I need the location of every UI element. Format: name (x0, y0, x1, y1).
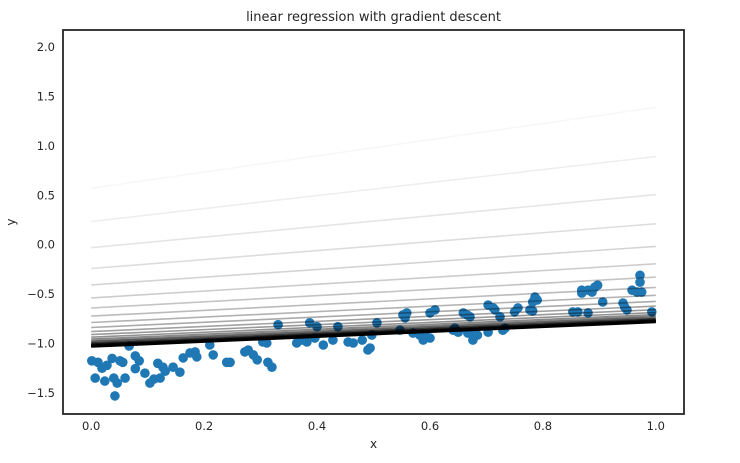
tick-labels-layer: 0.0 0.2 0.4 0.6 0.8 1.0 2.0 1.5 1.0 0.5 0.0 −0.5 −1.… (27, 40, 665, 433)
data-point (107, 353, 117, 364)
data-point (490, 305, 500, 315)
data-point (312, 321, 322, 332)
data-point (527, 306, 538, 316)
data-point (100, 376, 110, 386)
y-tick-label: −0.5 (27, 287, 55, 301)
gd-line-iteration-1 (91, 155, 656, 223)
plot-frame (62, 29, 685, 415)
data-point (252, 355, 262, 365)
data-point (112, 378, 122, 388)
gd-line-iteration-13 (91, 313, 656, 340)
data-point (636, 287, 647, 297)
gd-line-iteration-10 (91, 305, 656, 333)
data-point (302, 337, 312, 347)
y-tick-label: −1.0 (27, 337, 55, 351)
x-tick-label: 0.6 (421, 419, 439, 433)
gd-line-iteration-6 (91, 276, 656, 309)
data-point (304, 318, 315, 328)
data-point (348, 338, 359, 348)
data-point (532, 295, 542, 305)
data-point (110, 391, 120, 401)
data-point (635, 277, 645, 288)
data-point (425, 333, 435, 343)
data-point (597, 297, 608, 307)
data-point (365, 343, 375, 353)
data-point (318, 340, 329, 350)
data-point (592, 280, 603, 291)
x-tick-label: 0.2 (195, 419, 213, 433)
data-point (465, 312, 475, 322)
data-point (155, 373, 165, 383)
gd-line-iteration-9 (91, 300, 656, 329)
data-point (130, 363, 141, 374)
gd-line-iteration-0 (91, 107, 656, 188)
gd-line-iteration-29 (91, 320, 656, 348)
data-point (273, 319, 283, 330)
data-point (402, 308, 412, 318)
data-point (635, 270, 645, 281)
y-tick-label: 0.5 (37, 188, 55, 202)
data-point (622, 305, 632, 315)
gd-line-iteration-14 (91, 315, 656, 342)
gd-line-iteration-5 (91, 263, 656, 299)
gd-line-iteration-12 (91, 311, 656, 338)
y-tick-label: 0.0 (37, 238, 55, 252)
data-point (262, 338, 272, 348)
data-point (140, 368, 150, 379)
data-point (225, 357, 235, 368)
y-tick-label: 1.5 (37, 89, 55, 103)
x-axis-label: x (370, 437, 377, 451)
data-point (573, 307, 583, 317)
gd-line-iteration-2 (91, 193, 656, 249)
data-point (178, 353, 188, 363)
data-point (267, 362, 277, 373)
data-point (120, 373, 130, 383)
data-point (647, 307, 657, 317)
gd-line-iteration-15 (91, 316, 656, 343)
data-point (134, 356, 144, 366)
x-tick-label: 1.0 (647, 419, 665, 433)
data-point (583, 308, 593, 318)
gd-line-iteration-7 (91, 286, 656, 317)
gd-line-iteration-3 (91, 223, 656, 270)
x-tick-label: 0.4 (308, 419, 326, 433)
x-tick-label: 0.8 (534, 419, 552, 433)
gradient-descent-lines-layer (91, 107, 656, 348)
gd-line-iteration-8 (91, 294, 656, 324)
data-point (160, 366, 170, 377)
data-point (90, 373, 100, 383)
gd-line-iteration-4 (91, 245, 656, 286)
y-tick-label: −1.5 (27, 386, 55, 400)
data-point (513, 303, 523, 313)
data-point (495, 312, 505, 322)
data-point (192, 352, 202, 362)
data-point (175, 367, 185, 378)
data-point (208, 350, 218, 360)
y-tick-label: 2.0 (37, 40, 55, 54)
y-axis-label: y (4, 218, 18, 225)
gd-line-iteration-11 (91, 308, 656, 336)
chart-title: linear regression with gradient descent (246, 10, 501, 25)
data-point (472, 330, 483, 340)
data-point (118, 357, 128, 368)
data-point (168, 362, 178, 373)
data-point (430, 305, 440, 315)
y-tick-label: 1.0 (37, 139, 55, 153)
data-point (357, 335, 368, 345)
x-tick-label: 0.0 (82, 419, 100, 433)
data-point (328, 335, 338, 345)
data-point (102, 360, 112, 371)
data-point (372, 318, 382, 328)
